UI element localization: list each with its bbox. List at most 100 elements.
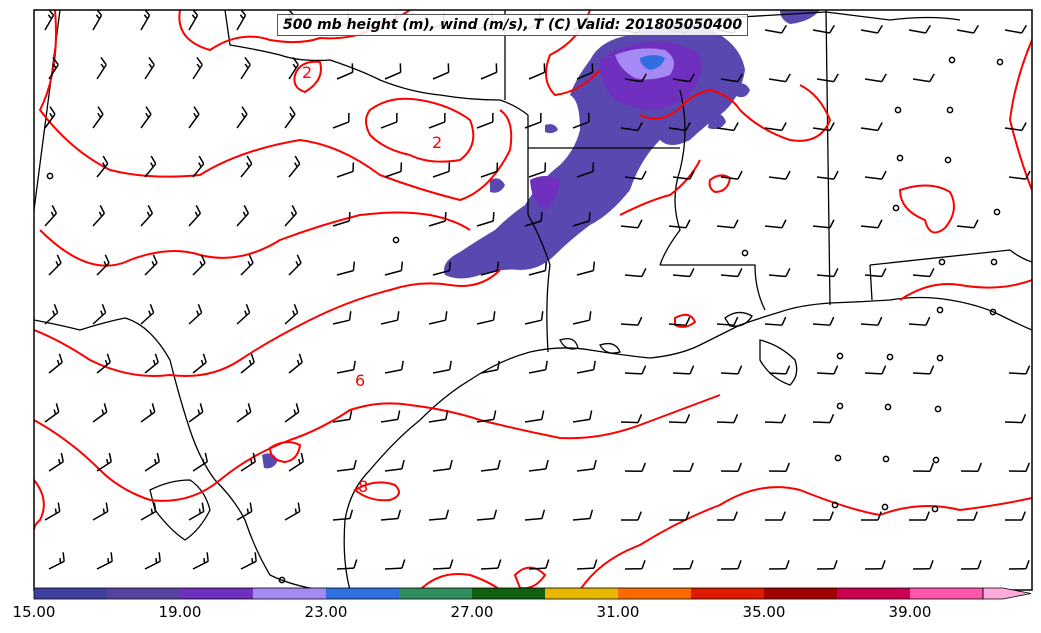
wind-barb-feather xyxy=(400,261,404,271)
calm-wind-circle xyxy=(886,353,894,361)
wind-barb-staff xyxy=(140,14,151,31)
wind-barb-feather xyxy=(353,460,357,470)
wind-barb-staff xyxy=(140,113,152,129)
wind-barb-staff xyxy=(240,262,254,276)
wind-barb-staff xyxy=(860,225,878,229)
wind-barb-feather xyxy=(102,508,105,514)
wind-barb-feather xyxy=(294,155,301,165)
wind-barb-staff xyxy=(44,113,56,129)
wind-barb-staff xyxy=(332,121,350,129)
wind-barb-feather xyxy=(685,414,691,423)
wind-barb-staff xyxy=(768,274,787,278)
colorbar-segment xyxy=(326,588,399,599)
wind-barb-feather xyxy=(881,268,887,277)
colorbar-segment xyxy=(399,588,472,599)
wind-barb-staff xyxy=(144,262,158,276)
wind-barb-staff xyxy=(92,212,105,227)
wind-barb-feather xyxy=(47,14,53,20)
wind-barb-staff xyxy=(956,29,974,34)
calm-wind-circle xyxy=(944,156,952,164)
wind-barb-staff xyxy=(524,220,542,227)
wind-barb-staff xyxy=(428,319,446,325)
wind-barb-staff xyxy=(240,64,251,80)
wind-barb-feather xyxy=(247,403,252,413)
wind-barb-feather xyxy=(445,509,450,519)
wind-barb-feather xyxy=(194,211,199,217)
wind-barb-staff xyxy=(336,369,354,374)
wind-barb-feather xyxy=(291,205,298,214)
wind-barb-feather xyxy=(540,211,543,222)
wind-barb-staff xyxy=(620,323,639,326)
calm-wind-circle xyxy=(278,576,286,584)
wind-barb-staff xyxy=(764,127,782,132)
wind-barb-feather xyxy=(295,260,299,267)
wind-barb-feather xyxy=(925,316,931,326)
wind-barb-staff xyxy=(572,418,590,423)
wind-barb-feather xyxy=(248,254,254,264)
wind-barb-feather xyxy=(96,10,103,16)
wind-barb-staff xyxy=(144,64,155,80)
wind-barb-staff xyxy=(288,262,302,276)
wind-barb-feather xyxy=(191,14,197,20)
wind-barb-staff xyxy=(192,64,203,80)
wind-barb-feather xyxy=(203,558,206,564)
wind-barb-feather xyxy=(289,106,296,115)
wind-barb-staff xyxy=(144,163,157,178)
wind-barb-feather xyxy=(733,511,738,521)
colorbar-tick-label: 39.00 xyxy=(888,603,932,621)
wind-barb-feather xyxy=(641,170,647,180)
wind-barb-feather xyxy=(155,558,158,564)
wind-barb-staff xyxy=(624,274,643,278)
wind-barb-staff xyxy=(192,461,208,472)
wind-barb-feather xyxy=(689,462,695,472)
wind-barb-feather xyxy=(110,552,113,562)
wind-barb-feather xyxy=(781,219,787,229)
wind-barb-feather xyxy=(54,508,57,514)
wind-barb-feather xyxy=(593,559,598,569)
colorbar-segment xyxy=(34,588,107,599)
wind-barb-feather xyxy=(829,24,835,34)
wind-barb-staff xyxy=(624,176,642,180)
wind-barb-staff xyxy=(140,312,155,325)
contour-label: 8 xyxy=(358,477,368,496)
wind-barb-feather xyxy=(292,57,299,66)
calm-wind-circle xyxy=(989,308,997,316)
wind-barb-feather xyxy=(199,260,203,267)
wind-barb-feather xyxy=(150,155,157,165)
wind-barb-staff xyxy=(908,29,926,34)
wind-barb-staff xyxy=(672,372,691,375)
wind-barb-staff xyxy=(480,269,498,276)
wind-barb-staff xyxy=(476,220,494,227)
wind-barb-feather xyxy=(196,310,200,316)
wind-barb-feather xyxy=(829,316,835,326)
wind-barb-staff xyxy=(860,127,878,132)
wind-barb-staff xyxy=(576,468,594,472)
wind-barb-staff xyxy=(336,269,354,276)
wind-barb-staff xyxy=(672,176,690,180)
wind-barb-feather xyxy=(202,458,205,465)
wind-barb-feather xyxy=(206,552,209,562)
wind-barb-feather xyxy=(106,353,111,363)
colorbar-segment xyxy=(472,588,545,599)
calm-wind-circle xyxy=(834,454,842,462)
wind-barb-staff xyxy=(816,274,835,278)
wind-barb-staff xyxy=(572,121,590,129)
colorbar-segment xyxy=(545,588,618,599)
wind-barb-staff xyxy=(864,372,883,375)
wind-barb-feather xyxy=(100,310,104,316)
wind-barb-feather xyxy=(348,311,352,321)
wind-barb-feather xyxy=(144,10,151,16)
calm-wind-circle xyxy=(936,306,944,314)
wind-barb-feather xyxy=(101,409,105,415)
wind-barb-feather xyxy=(685,511,690,521)
calm-wind-circle xyxy=(948,56,956,64)
wind-barb-feather xyxy=(497,460,501,470)
wind-barb-staff xyxy=(144,361,159,374)
wind-barb-staff xyxy=(96,64,107,80)
shaded-precip-field xyxy=(262,10,820,469)
wind-barb-feather xyxy=(445,410,449,420)
wind-barb-feather xyxy=(297,502,301,512)
wind-barb-staff xyxy=(668,127,686,132)
wind-barb-feather xyxy=(689,73,695,83)
